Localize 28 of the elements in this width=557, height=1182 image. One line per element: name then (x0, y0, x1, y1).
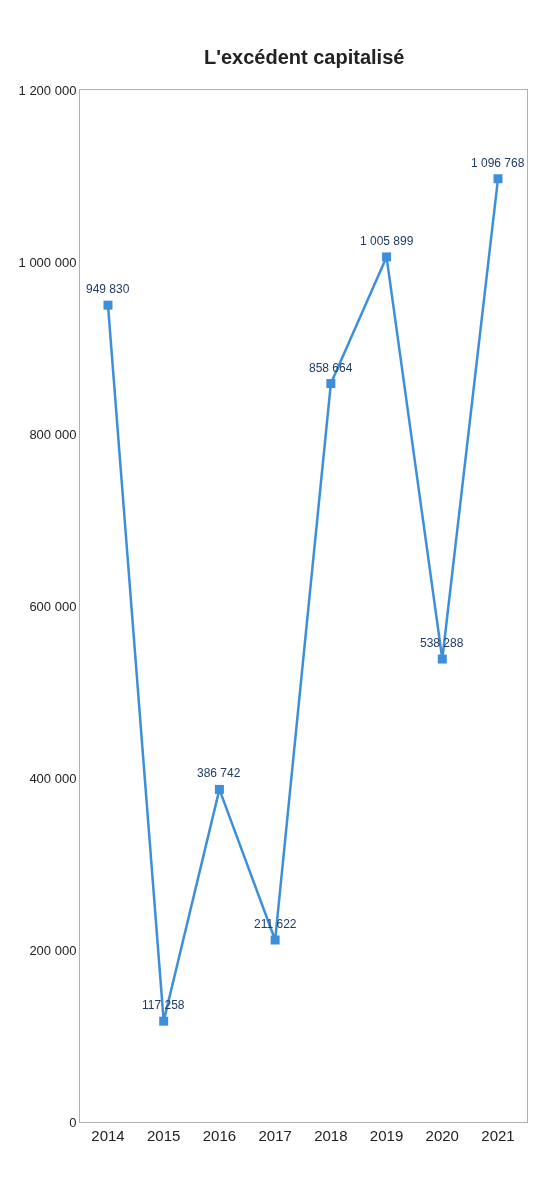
point (214, 784, 224, 794)
data-label: 949 830 (86, 282, 130, 296)
y-tick-label: 200 000 (29, 942, 77, 958)
x-tick-label: 2021 (481, 1127, 515, 1144)
chart-title: L'excédent capitalisé (204, 46, 405, 68)
y-tick-label: 0 (69, 1114, 77, 1130)
x-tick-label: 2018 (314, 1127, 348, 1144)
point (382, 252, 392, 262)
y-tick-label: 400 000 (29, 770, 77, 786)
point (159, 1016, 169, 1026)
data-label: 1 005 899 (360, 234, 414, 248)
point (326, 379, 336, 389)
x-tick-label: 2017 (258, 1127, 292, 1144)
data-label: 1 096 768 (471, 156, 525, 170)
point (103, 300, 113, 310)
y-tick-label: 1 000 000 (18, 254, 77, 270)
x-tick-label: 2019 (369, 1127, 404, 1144)
x-tick-label: 2016 (202, 1127, 237, 1144)
y-tick-label: 600 000 (29, 598, 77, 614)
data-label: 386 742 (197, 766, 241, 780)
point (270, 935, 280, 945)
y-tick-label: 1 200 000 (18, 82, 77, 98)
y-tick-label: 800 000 (29, 426, 77, 442)
point (493, 174, 503, 184)
point (437, 654, 447, 664)
x-tick-label: 2015 (147, 1127, 181, 1144)
x-tick-label: 2014 (91, 1127, 125, 1144)
x-tick-label: 2020 (425, 1127, 459, 1144)
